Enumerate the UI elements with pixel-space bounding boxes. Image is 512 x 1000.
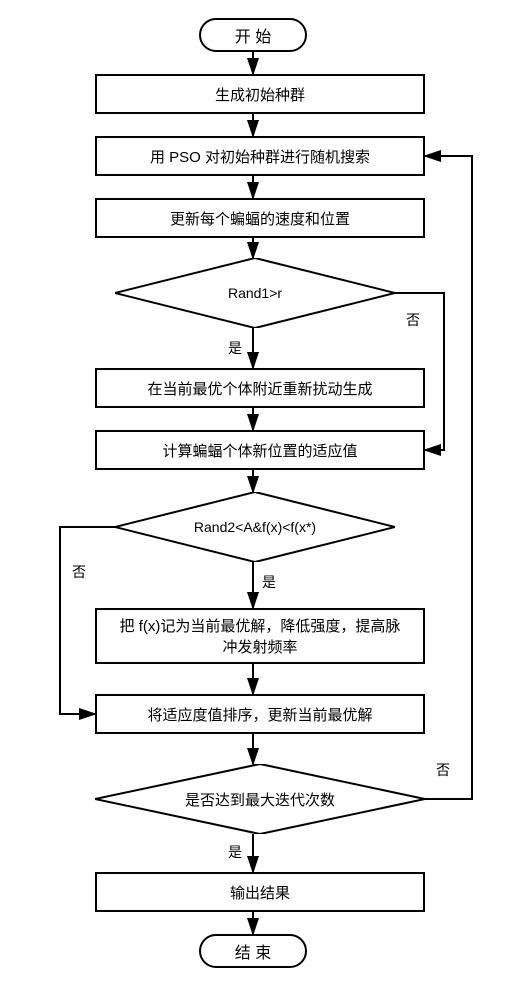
node-n2-label: 用 PSO 对初始种群进行随机搜索 [150,146,370,167]
node-n1: 生成初始种群 [95,74,425,114]
node-d2: Rand2<A&f(x)<f(x*) [115,492,395,562]
node-d2-label: Rand2<A&f(x)<f(x*) [184,519,326,535]
node-n8: 输出结果 [95,872,425,912]
node-d3: 是否达到最大迭代次数 [95,764,425,834]
label-d3-no: 否 [436,760,450,780]
node-n1-label: 生成初始种群 [215,84,305,105]
label-d2-yes: 是 [262,572,276,592]
label-d2-no: 否 [72,562,86,582]
node-n5-label: 计算蝙蝠个体新位置的适应值 [162,440,357,461]
node-start: 开 始 [199,18,307,52]
node-start-label: 开 始 [235,23,271,47]
node-n8-label: 输出结果 [230,882,290,903]
node-n6-label: 把 f(x)记为当前最优解，降低强度，提高脉 冲发射频率 [120,615,401,657]
label-d1-yes: 是 [228,338,242,358]
edge-d3-no-n2 [425,156,472,799]
node-d1-label: Rand1>r [218,285,292,301]
node-n4-label: 在当前最优个体附近重新扰动生成 [147,378,372,399]
node-d1: Rand1>r [115,258,395,328]
node-n5: 计算蝙蝠个体新位置的适应值 [95,430,425,470]
node-n4: 在当前最优个体附近重新扰动生成 [95,368,425,408]
node-n7-label: 将适应度值排序，更新当前最优解 [147,704,372,725]
node-end: 结 束 [199,934,307,968]
node-n3-label: 更新每个蝙蝠的速度和位置 [170,208,350,229]
flowchart-canvas: 开 始 生成初始种群 用 PSO 对初始种群进行随机搜索 更新每个蝙蝠的速度和位… [0,0,512,1000]
node-n3: 更新每个蝙蝠的速度和位置 [95,198,425,238]
node-n7: 将适应度值排序，更新当前最优解 [95,694,425,734]
label-d3-yes: 是 [228,842,242,862]
label-d1-no: 否 [406,310,420,330]
node-n2: 用 PSO 对初始种群进行随机搜索 [95,136,425,176]
node-n6: 把 f(x)记为当前最优解，降低强度，提高脉 冲发射频率 [95,608,425,664]
node-d3-label: 是否达到最大迭代次数 [175,789,345,810]
node-end-label: 结 束 [235,939,271,963]
